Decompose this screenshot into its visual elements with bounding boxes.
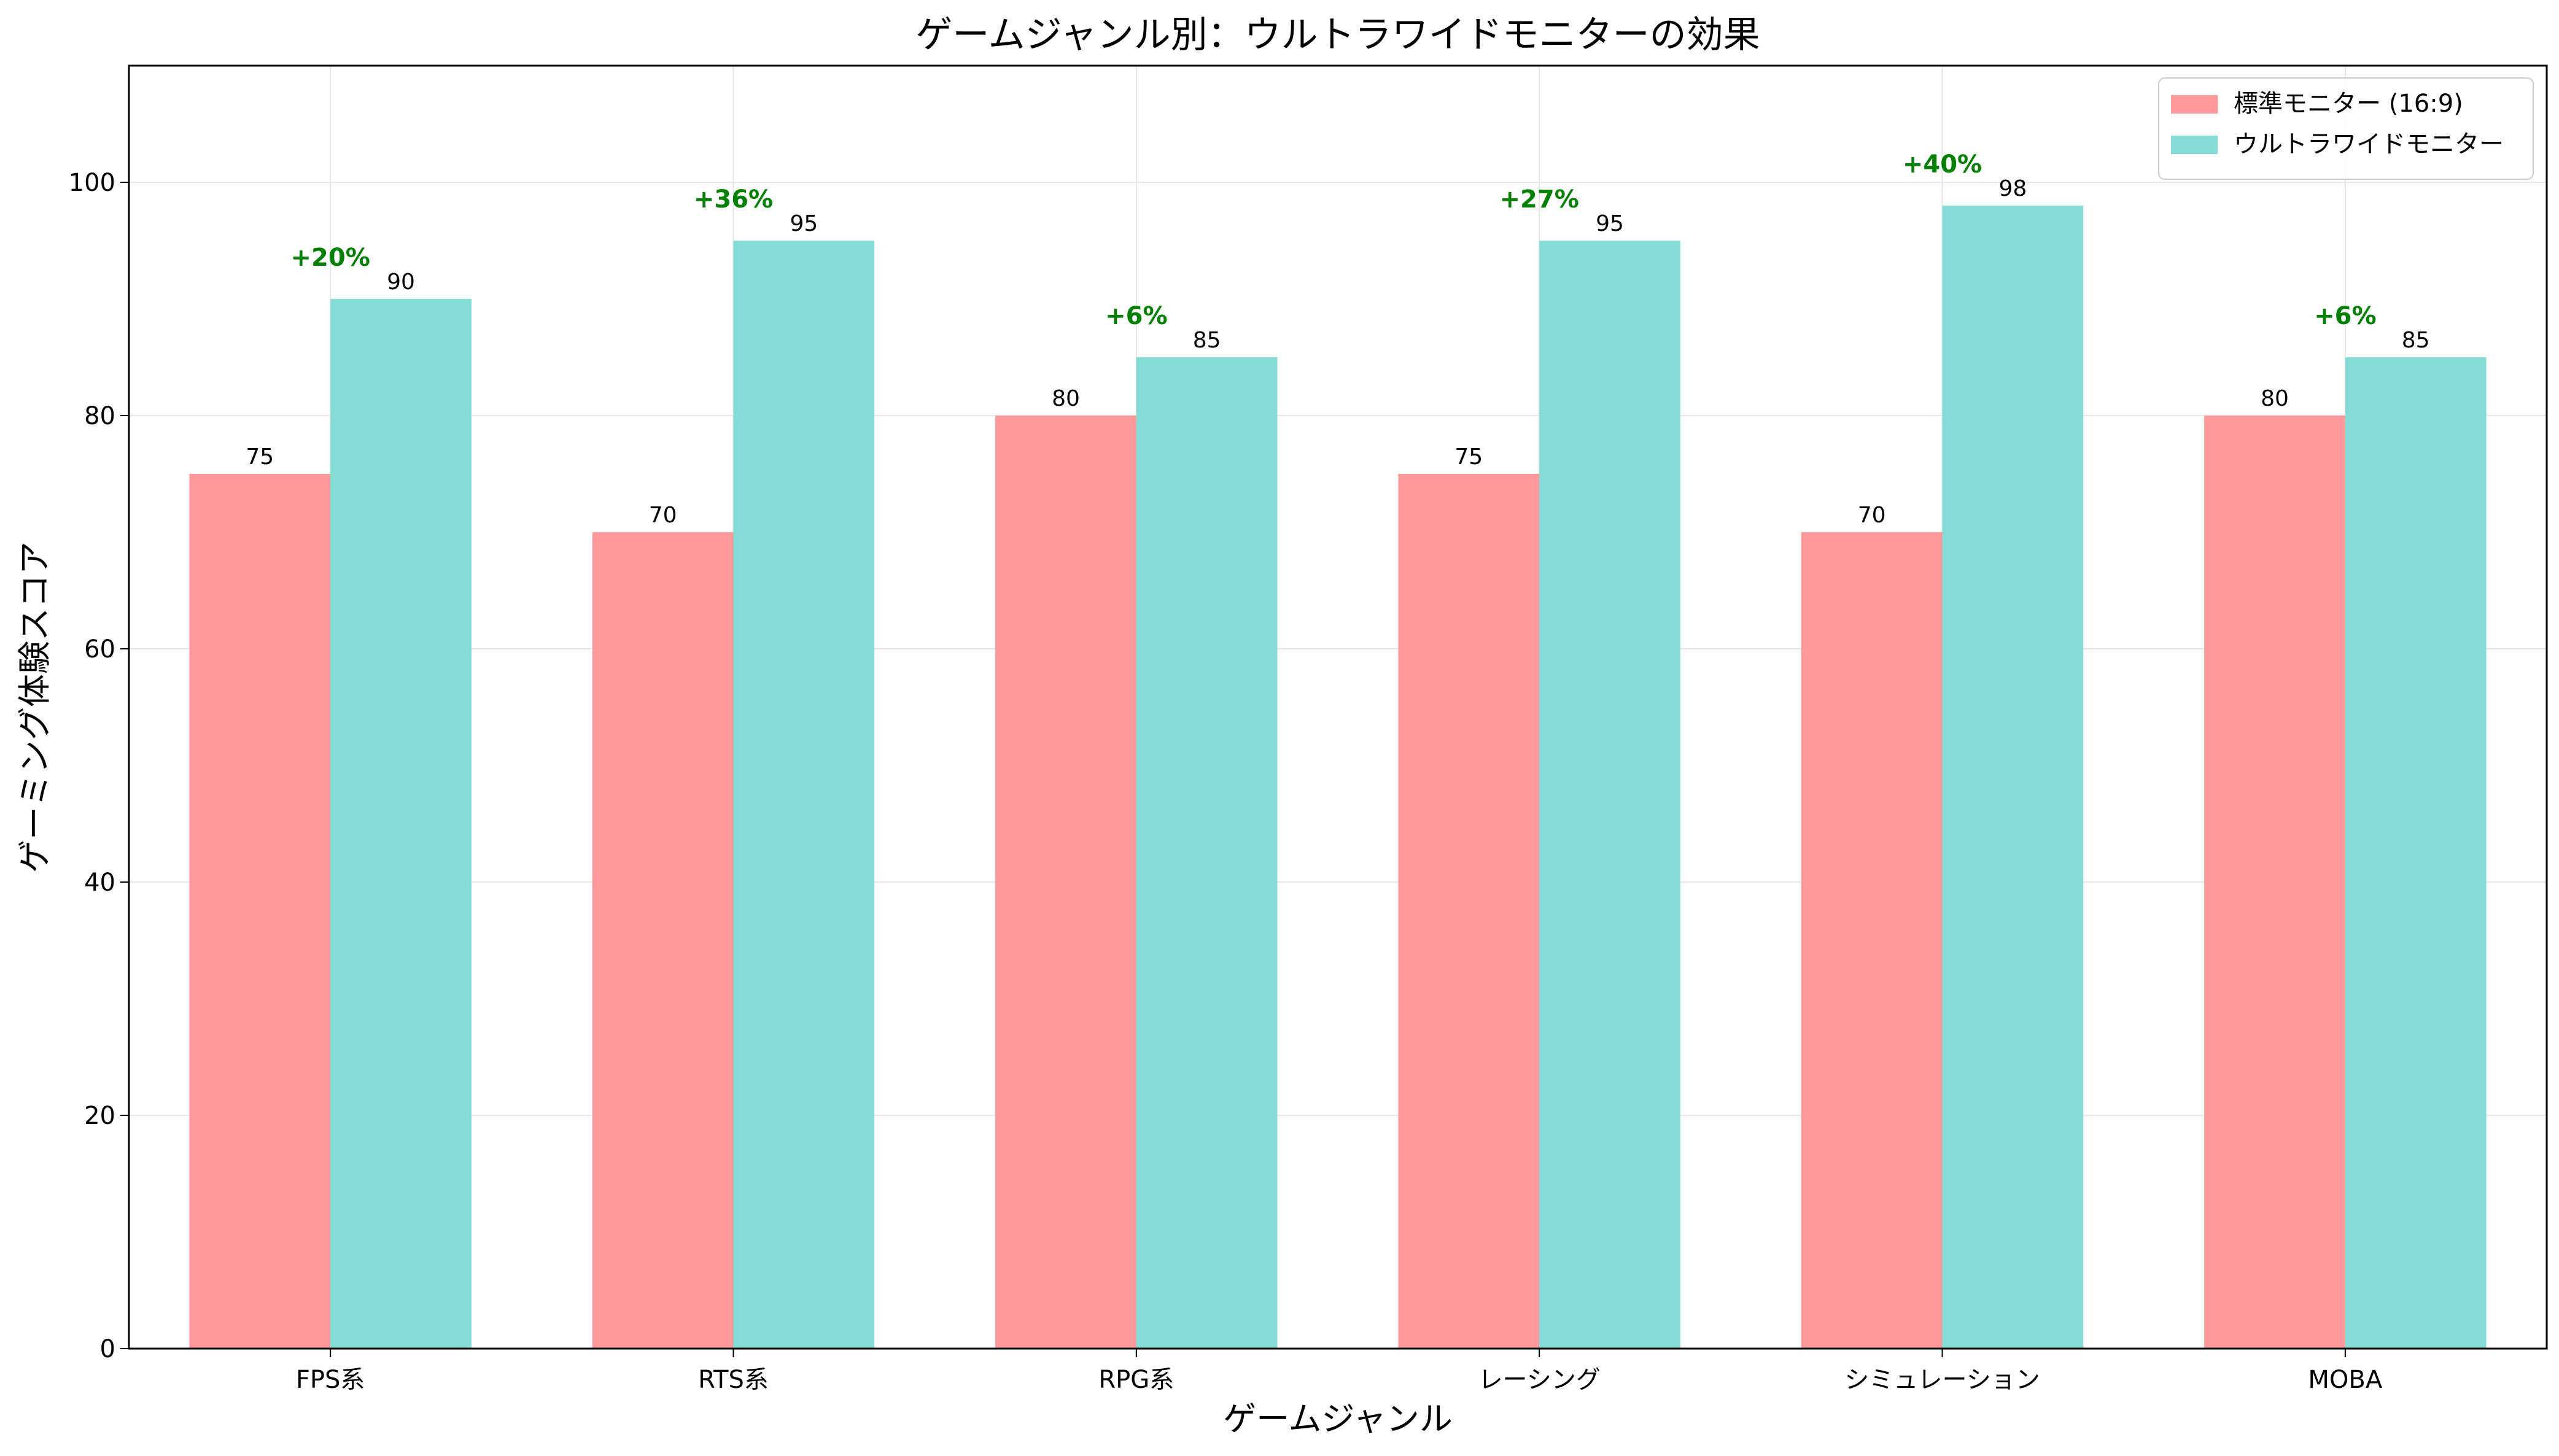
bar (733, 241, 875, 1349)
y-tick-label: 20 (84, 1102, 115, 1130)
improvement-label: +6% (2314, 302, 2376, 330)
bar-value-label: 95 (1596, 211, 1624, 236)
y-axis-title: ゲーミング体験スコア (15, 541, 54, 873)
improvement-label: +6% (1105, 302, 1167, 330)
bar-value-label: 80 (1052, 386, 1080, 411)
x-axis-title: ゲームジャンル (1223, 1400, 1453, 1438)
x-tick-label: MOBA (2308, 1366, 2382, 1394)
y-tick-label: 60 (84, 635, 115, 664)
y-tick-label: 0 (100, 1335, 115, 1363)
bar-value-label: 80 (2261, 386, 2289, 411)
bar (330, 299, 472, 1349)
bar-value-label: 85 (2402, 328, 2430, 353)
bar (1398, 474, 1540, 1349)
x-tick-label: RTS系 (698, 1366, 769, 1394)
bar (1539, 241, 1680, 1349)
bar (2345, 357, 2487, 1349)
improvement-label: +36% (694, 185, 773, 214)
plot-frame (128, 64, 2548, 1350)
y-tick-label: 40 (84, 869, 115, 897)
bar (189, 474, 331, 1349)
bar-value-label: 75 (246, 444, 274, 470)
improvement-label: +20% (291, 244, 370, 272)
bar (592, 532, 734, 1349)
bar-value-label: 70 (649, 503, 677, 528)
legend-label: ウルトラワイドモニター (2234, 130, 2504, 158)
x-tick-label: シミュレーション (1844, 1366, 2040, 1394)
y-tick-label: 80 (84, 402, 115, 430)
bar-value-label: 98 (1998, 176, 2027, 201)
improvement-label: +40% (1903, 150, 1982, 179)
bar (995, 416, 1136, 1349)
bar-value-label: 70 (1858, 503, 1886, 528)
legend: 標準モニター (16:9) ウルトラワイドモニター (2158, 77, 2534, 180)
bar-value-label: 95 (790, 211, 818, 236)
improvement-label: +27% (1500, 185, 1579, 214)
y-tick-label: 100 (69, 169, 115, 197)
bars (189, 206, 2487, 1349)
bar (1801, 532, 1943, 1349)
legend-label: 標準モニター (16:9) (2234, 90, 2463, 118)
bar (1136, 357, 1278, 1349)
legend-box (2158, 77, 2534, 180)
chart-title: ゲームジャンル別：ウルトラワイドモニターの効果 (915, 14, 1760, 56)
axis-ticks: 0 20 40 60 80 100 FPS系 RTS系 RPG系 レーシング シミュレーション MOB… (69, 169, 2383, 1394)
data-labels: 75 70 80 75 70 80 90 95 85 95 98 85 +20% +36% +6% +27% +… (246, 150, 2429, 528)
x-tick-label: レーシング (1478, 1366, 1601, 1394)
bar-value-label: 75 (1454, 444, 1483, 470)
bar-value-label: 90 (387, 269, 415, 295)
bar (2204, 416, 2345, 1349)
legend-swatch (2171, 95, 2218, 114)
x-tick-label: FPS系 (296, 1366, 365, 1394)
bar-value-label: 85 (1193, 328, 1221, 353)
bar (1942, 206, 2084, 1349)
x-tick-label: RPG系 (1098, 1366, 1174, 1394)
legend-swatch (2171, 136, 2218, 154)
